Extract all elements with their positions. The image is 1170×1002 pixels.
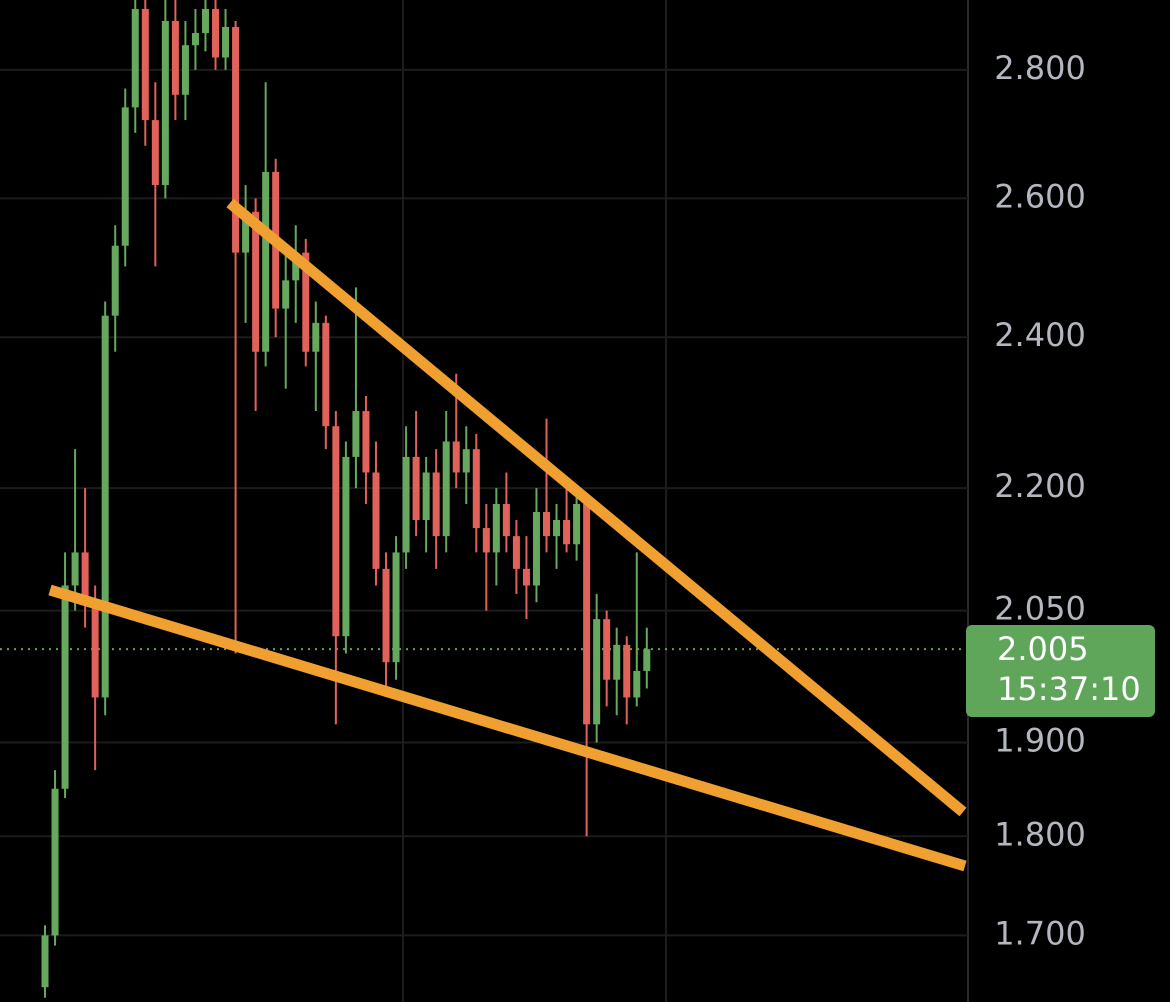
y-tick-label: 1.900 [994,721,1086,759]
candle-body [61,585,69,789]
y-tick-label: 2.050 [994,590,1086,628]
candle-body [121,107,129,246]
candles [41,0,651,998]
candle-body [442,441,450,537]
candle-body [322,322,330,427]
candle-body [71,552,79,586]
upper-trendline [226,198,967,817]
candle-body [522,568,530,586]
candle-body [282,280,290,309]
candle-body [191,33,199,46]
candle-body [492,504,500,553]
candle-body [472,449,480,529]
candle-body [302,252,310,352]
y-tick-label: 2.600 [994,177,1086,215]
candle-body [222,26,230,58]
candle-body [613,644,621,680]
candle-body [633,670,641,698]
last-price-label: 2.005 [997,630,1089,668]
candle-body [212,8,220,58]
y-tick-label: 1.800 [994,815,1086,853]
candle-body [482,528,490,553]
candle-body [171,20,179,95]
candle-body [332,426,340,637]
candle-body [502,504,510,537]
candle-body [242,211,250,253]
candle-body [432,472,440,537]
countdown-label: 15:37:10 [997,670,1141,708]
candle-body [352,411,360,457]
candle-body [342,456,350,637]
candle-body [151,120,159,186]
grid [0,0,969,1002]
candle-body [402,456,410,553]
candle-body [583,504,591,725]
candle-body [643,649,651,671]
candle-body [81,552,89,603]
candle-body [111,245,119,316]
last-price-badge: 2.005 15:37:10 [966,625,1155,717]
candle-body [141,8,149,121]
candle-body [593,619,601,725]
candle-body [563,520,571,545]
y-tick-label: 2.400 [994,316,1086,354]
candle-body [553,520,561,537]
candle-body [392,552,400,663]
y-tick-label: 1.700 [994,914,1086,952]
candle-body [262,171,270,352]
candle-body [532,511,540,586]
candle-body [292,252,300,281]
candle-body [41,935,49,988]
candle-body [543,511,550,537]
candle-body [252,211,260,352]
candle-body [512,536,520,569]
candle-body [623,644,631,698]
candle-body [382,568,390,663]
candle-body [181,45,189,95]
candle-body [362,411,370,473]
candle-body [412,456,420,521]
candle-body [452,441,460,473]
candle-body [232,26,240,253]
candle-body [51,788,59,936]
candle-body [573,504,581,545]
candle-body [91,602,99,698]
candle-body [201,8,209,34]
candle-body [161,20,169,186]
candle-body [312,322,320,352]
candle-body [131,8,139,108]
candle-body [603,619,611,680]
candle-body [462,449,470,473]
y-tick-label: 2.200 [994,467,1086,505]
lower-trendline [48,584,967,872]
badge-background [966,625,1155,717]
y-tick-label: 2.800 [994,49,1086,87]
candle-body [372,472,380,569]
trendlines [48,198,967,872]
price-axis: 1.700 1.800 1.900 2.050 2.200 2.400 2.600 2.800 [994,49,1086,953]
candle-body [422,472,430,521]
candle-body [101,315,109,698]
